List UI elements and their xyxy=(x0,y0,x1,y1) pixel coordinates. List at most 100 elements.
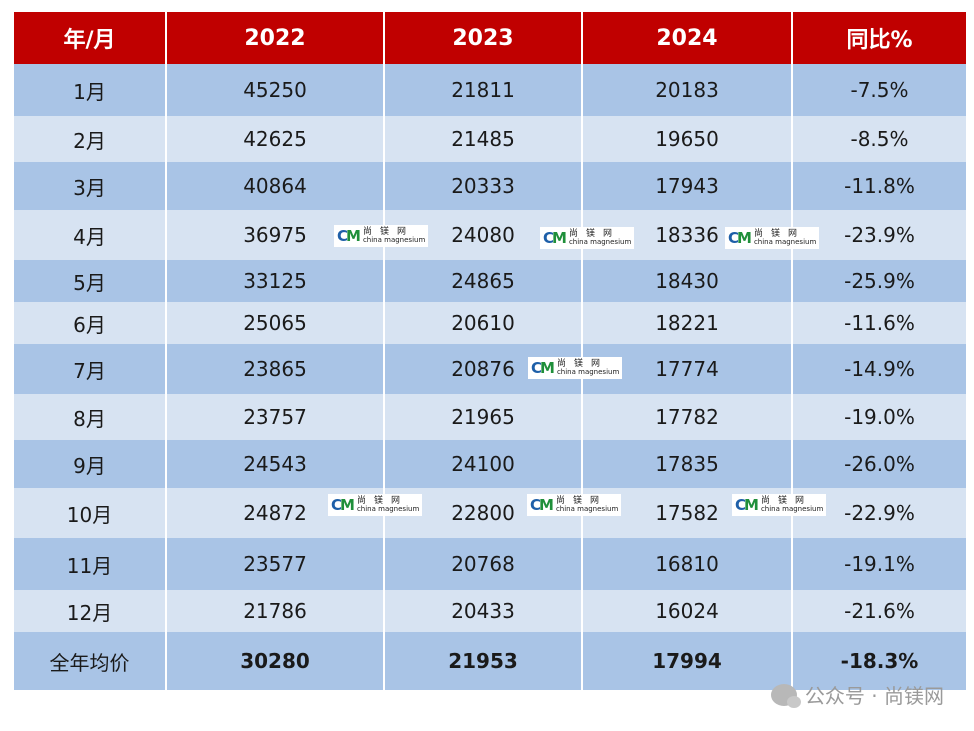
total-v2023: 21953 xyxy=(384,632,583,690)
total-v2022: 30280 xyxy=(166,632,385,690)
cell-yoy: -11.8% xyxy=(792,162,966,210)
cm-logo-icon: CM xyxy=(543,229,567,247)
header-2024: 2024 xyxy=(582,12,793,64)
watermark-cn: 尚镁网 xyxy=(568,229,620,239)
cell-v2022: 23577 xyxy=(166,538,385,590)
header-yoy: 同比% xyxy=(792,12,966,64)
cell-v2023: 24865 xyxy=(384,260,583,302)
cell-v2024: 17774 xyxy=(582,344,793,394)
cell-yoy: -11.6% xyxy=(792,302,966,344)
watermark-en: china magnesium xyxy=(753,238,817,246)
cell-v2024: 20183 xyxy=(582,64,793,116)
cm-logo-icon: CM xyxy=(337,227,361,245)
table-row: 2月 42625 21485 19650 -8.5% xyxy=(14,116,966,162)
watermark-logo: CM 尚镁网 china magnesium xyxy=(528,357,623,379)
cell-yoy: -19.1% xyxy=(792,538,966,590)
magnesium-price-table: 年/月 2022 2023 2024 同比% 1月 45250 21811 20183… xyxy=(14,12,966,690)
cell-yoy: -8.5% xyxy=(792,116,966,162)
watermark-cn: 尚镁网 xyxy=(760,496,812,506)
cell-v2023: 24100 xyxy=(384,440,583,488)
table-row: 11月 23577 20768 16810 -19.1% xyxy=(14,538,966,590)
cell-month: 10月 xyxy=(14,488,167,538)
cell-v2023: 21811 xyxy=(384,64,583,116)
table-row: 5月 33125 24865 18430 -25.9% xyxy=(14,260,966,302)
cm-logo-icon: CM xyxy=(728,229,752,247)
cell-yoy: -23.9% xyxy=(792,210,966,260)
cell-v2023: 20433 xyxy=(384,590,583,632)
cell-yoy: -14.9% xyxy=(792,344,966,394)
watermark-cn: 尚镁网 xyxy=(362,227,414,237)
cell-v2023: 21485 xyxy=(384,116,583,162)
watermark-cn: 尚镁网 xyxy=(555,496,607,506)
cell-month: 2月 xyxy=(14,116,167,162)
watermark-en: china magnesium xyxy=(356,505,420,513)
cell-v2024: 18430 xyxy=(582,260,793,302)
cell-v2023: 20610 xyxy=(384,302,583,344)
cell-month: 6月 xyxy=(14,302,167,344)
cell-yoy: -7.5% xyxy=(792,64,966,116)
cell-v2024: 17782 xyxy=(582,394,793,440)
watermark-en: china magnesium xyxy=(568,238,632,246)
watermark-logo: CM 尚镁网 china magnesium xyxy=(328,494,423,516)
cell-yoy: -21.6% xyxy=(792,590,966,632)
cell-v2022: 24543 xyxy=(166,440,385,488)
cell-v2024: 16024 xyxy=(582,590,793,632)
watermark-logo: CM 尚镁网 china magnesium xyxy=(334,225,429,247)
wechat-brand-label: 公众号 · 尚镁网 xyxy=(770,680,944,709)
header-year-month: 年/月 xyxy=(14,12,167,64)
watermark-cn: 尚镁网 xyxy=(753,229,805,239)
cell-v2022: 21786 xyxy=(166,590,385,632)
cell-v2023: 21965 xyxy=(384,394,583,440)
watermark-logo: CM 尚镁网 china magnesium xyxy=(725,227,820,249)
cell-v2024: 17943 xyxy=(582,162,793,210)
table-row: 1月 45250 21811 20183 -7.5% xyxy=(14,64,966,116)
cell-month: 3月 xyxy=(14,162,167,210)
cell-month: 11月 xyxy=(14,538,167,590)
cm-logo-icon: CM xyxy=(531,359,555,377)
wechat-icon xyxy=(770,683,801,708)
cm-logo-icon: CM xyxy=(331,496,355,514)
cell-month: 12月 xyxy=(14,590,167,632)
cell-month: 8月 xyxy=(14,394,167,440)
table-row: 12月 21786 20433 16024 -21.6% xyxy=(14,590,966,632)
cell-v2023: 20768 xyxy=(384,538,583,590)
table-row: 7月 23865 20876 17774 -14.9% xyxy=(14,344,966,394)
total-v2024: 17994 xyxy=(582,632,793,690)
table-header-row: 年/月 2022 2023 2024 同比% xyxy=(14,12,966,64)
cell-v2024: 19650 xyxy=(582,116,793,162)
table-row: 8月 23757 21965 17782 -19.0% xyxy=(14,394,966,440)
cm-logo-icon: CM xyxy=(530,496,554,514)
table-row: 6月 25065 20610 18221 -11.6% xyxy=(14,302,966,344)
watermark-logo: CM 尚镁网 china magnesium xyxy=(732,494,827,516)
watermark-en: china magnesium xyxy=(362,236,426,244)
total-yoy: -18.3% xyxy=(792,632,966,690)
header-2023: 2023 xyxy=(384,12,583,64)
table-total-row: 全年均价 30280 21953 17994 -18.3% xyxy=(14,632,966,690)
watermark-logo: CM 尚镁网 china magnesium xyxy=(540,227,635,249)
cell-v2023: 20333 xyxy=(384,162,583,210)
watermark-en: china magnesium xyxy=(556,368,620,376)
cell-yoy: -25.9% xyxy=(792,260,966,302)
cell-v2022: 33125 xyxy=(166,260,385,302)
header-2022: 2022 xyxy=(166,12,385,64)
cell-v2022: 45250 xyxy=(166,64,385,116)
cell-v2024: 18221 xyxy=(582,302,793,344)
cell-month: 5月 xyxy=(14,260,167,302)
cell-yoy: -19.0% xyxy=(792,394,966,440)
table-row: 9月 24543 24100 17835 -26.0% xyxy=(14,440,966,488)
total-month: 全年均价 xyxy=(14,632,167,690)
cell-v2022: 23865 xyxy=(166,344,385,394)
cell-v2022: 42625 xyxy=(166,116,385,162)
watermark-en: china magnesium xyxy=(555,505,619,513)
cell-yoy: -26.0% xyxy=(792,440,966,488)
cell-month: 1月 xyxy=(14,64,167,116)
table-row: 4月 36975 24080 18336 -23.9% xyxy=(14,210,966,260)
cell-v2022: 23757 xyxy=(166,394,385,440)
cell-v2024: 17835 xyxy=(582,440,793,488)
cell-month: 7月 xyxy=(14,344,167,394)
watermark-logo: CM 尚镁网 china magnesium xyxy=(527,494,622,516)
table-row: 3月 40864 20333 17943 -11.8% xyxy=(14,162,966,210)
cell-v2022: 40864 xyxy=(166,162,385,210)
cell-v2022: 25065 xyxy=(166,302,385,344)
cell-month: 9月 xyxy=(14,440,167,488)
